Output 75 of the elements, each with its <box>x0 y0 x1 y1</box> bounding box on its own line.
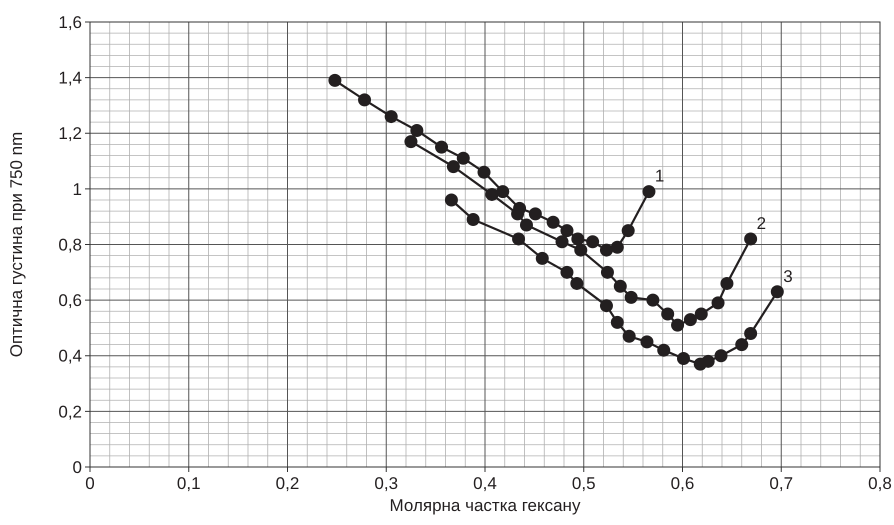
point <box>600 266 614 279</box>
point <box>478 166 491 179</box>
point <box>384 110 398 124</box>
y-tick-label: 0,8 <box>58 235 82 254</box>
point <box>466 212 480 226</box>
x-tick-label: 0,1 <box>176 474 201 493</box>
point <box>640 335 654 348</box>
point <box>720 276 734 290</box>
point <box>410 124 424 137</box>
point <box>528 207 542 220</box>
point <box>624 290 638 304</box>
point <box>610 240 624 254</box>
y-tick-label: 1,6 <box>58 12 82 32</box>
point <box>435 140 448 154</box>
x-tick-label: 0,5 <box>572 474 596 493</box>
point <box>511 207 524 220</box>
point <box>714 349 728 362</box>
point <box>622 330 636 343</box>
point <box>446 160 460 174</box>
point <box>744 327 758 340</box>
point <box>556 235 569 248</box>
y-axis-title: Оптична густина при 750 nm <box>7 132 26 358</box>
point <box>770 285 784 298</box>
point <box>560 224 574 238</box>
point <box>456 152 470 165</box>
point <box>512 232 526 246</box>
point <box>642 185 656 198</box>
x-tick-label: 0 <box>85 474 95 493</box>
point <box>536 252 549 265</box>
point <box>560 266 574 279</box>
point <box>358 93 372 106</box>
x-tick-label: 0,8 <box>868 474 892 493</box>
point <box>520 218 533 232</box>
x-tick-label: 0,6 <box>670 474 694 493</box>
point <box>571 232 584 246</box>
point <box>646 294 660 307</box>
point <box>404 135 418 148</box>
point <box>444 194 458 206</box>
point <box>600 299 613 312</box>
x-axis-title: Молярна частка гексану <box>390 496 581 515</box>
x-tick-label: 0,2 <box>276 474 300 493</box>
point <box>712 296 725 310</box>
series-label: 3 <box>783 266 793 286</box>
point <box>614 280 627 293</box>
point <box>574 244 588 257</box>
y-tick-label: 1 <box>72 180 82 199</box>
series-label: 2 <box>756 214 766 233</box>
x-tick-label: 0,4 <box>473 474 497 493</box>
point <box>657 344 670 357</box>
point <box>586 235 600 248</box>
point <box>684 313 697 326</box>
x-tick-label: 0,3 <box>374 474 398 493</box>
point <box>702 354 715 368</box>
point <box>694 308 708 321</box>
point <box>328 74 342 87</box>
y-tick-label: 1,4 <box>58 68 82 88</box>
y-tick-label: 0,6 <box>58 291 82 310</box>
point <box>496 185 510 198</box>
point <box>610 316 624 329</box>
y-tick-label: 0,2 <box>58 402 82 422</box>
series-label: 1 <box>654 166 664 186</box>
point <box>661 308 674 321</box>
point <box>676 352 690 366</box>
point <box>600 244 613 257</box>
point <box>735 338 748 352</box>
point <box>570 276 584 290</box>
point <box>546 216 560 229</box>
x-tick-label: 0,7 <box>769 474 794 493</box>
y-tick-label: 0,4 <box>58 346 82 366</box>
point <box>744 232 758 246</box>
point <box>671 318 684 332</box>
y-tick-label: 1,2 <box>58 124 82 144</box>
point <box>485 188 498 201</box>
y-tick-label: 0 <box>72 458 82 477</box>
point <box>622 224 635 238</box>
